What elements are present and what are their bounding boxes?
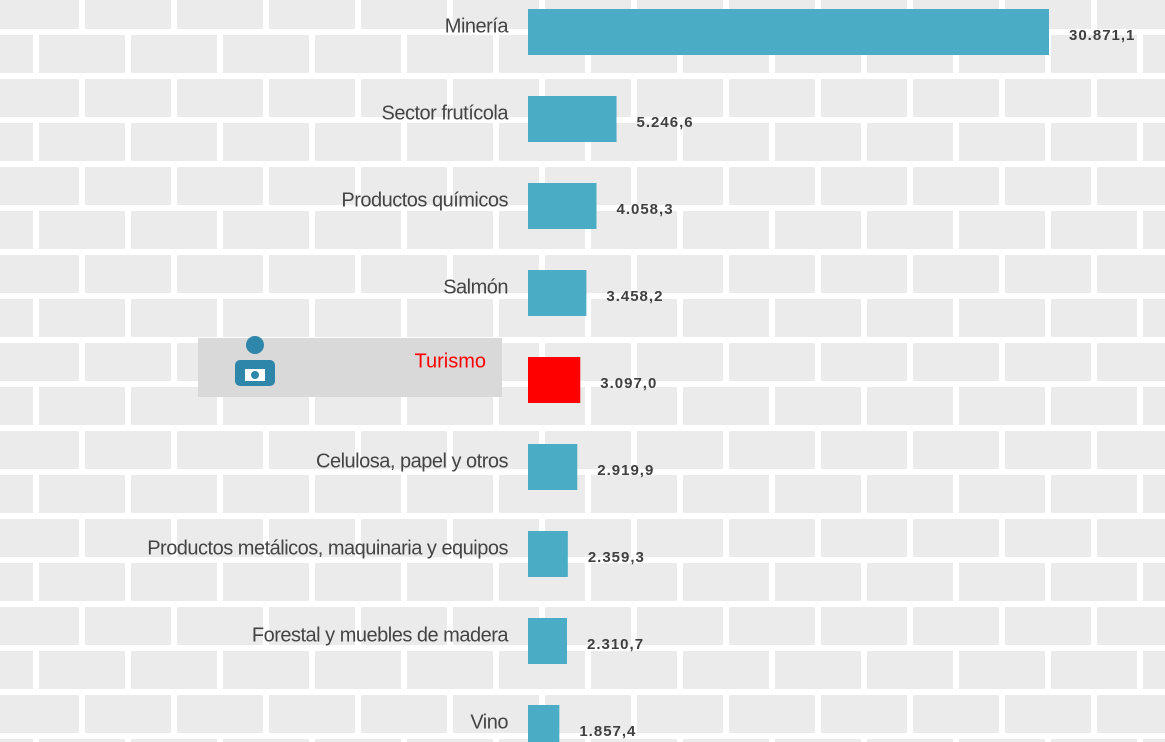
highlight-box <box>198 336 502 397</box>
value-label: 2.310,7 <box>587 636 644 653</box>
value-label: 30.871,1 <box>1069 27 1135 44</box>
category-label: Productos químicos <box>341 189 508 211</box>
bar <box>528 270 587 316</box>
bar <box>528 618 567 664</box>
value-label: 5.246,6 <box>637 114 694 131</box>
bar <box>528 444 578 490</box>
value-label: 2.359,3 <box>588 549 645 566</box>
bar <box>528 531 568 577</box>
category-label: Turismo <box>415 350 486 372</box>
bar <box>528 9 1049 55</box>
bar <box>528 183 597 229</box>
value-label: 3.458,2 <box>606 288 663 305</box>
value-label: 4.058,3 <box>616 201 673 218</box>
value-label: 2.919,9 <box>597 462 654 479</box>
category-label: Sector frutícola <box>381 102 509 124</box>
bar <box>528 705 560 742</box>
category-label: Celulosa, papel y otros <box>316 450 508 472</box>
category-label: Vino <box>470 711 508 733</box>
bar <box>528 357 581 403</box>
category-label: Forestal y muebles de madera <box>252 624 510 646</box>
category-label: Salmón <box>443 276 508 298</box>
category-label: Productos metálicos, maquinaria y equipo… <box>147 537 508 559</box>
category-label: Minería <box>445 15 510 37</box>
value-label: 3.097,0 <box>600 375 657 392</box>
bar <box>528 96 617 142</box>
value-label: 1.857,4 <box>579 723 636 740</box>
